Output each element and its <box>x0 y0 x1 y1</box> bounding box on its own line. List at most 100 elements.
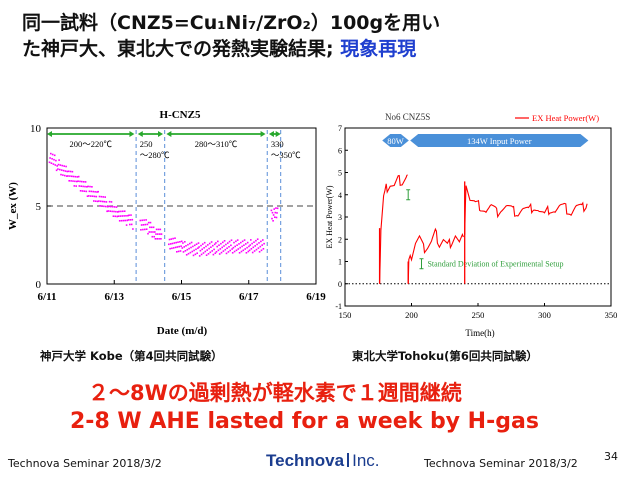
tohoku-x-tick-label: 350 <box>605 310 618 320</box>
kobe-data-point <box>82 181 85 183</box>
kobe-data-point <box>128 214 130 216</box>
kobe-data-point <box>60 173 62 176</box>
kobe-data-point <box>80 185 82 187</box>
kobe-y-tick-label: 10 <box>30 123 42 135</box>
kobe-data-point <box>209 251 212 254</box>
kobe-data-point <box>89 185 91 188</box>
kobe-data-point <box>270 209 273 212</box>
kobe-data-point <box>129 219 132 221</box>
kobe-data-point <box>273 208 275 210</box>
kobe-temp-label-3-b: ～350℃ <box>271 150 301 160</box>
kobe-data-point <box>223 245 225 247</box>
kobe-data-point <box>174 237 176 239</box>
kobe-data-point <box>72 180 74 182</box>
kobe-data-point <box>240 250 243 253</box>
kobe-data-point <box>214 252 217 254</box>
kobe-caption: 神戸大学 Kobe（第4回共同試験） <box>40 349 223 363</box>
kobe-data-point <box>88 195 90 197</box>
kobe-data-point <box>55 159 57 162</box>
kobe-data-point <box>255 248 258 251</box>
kobe-data-point <box>197 247 199 249</box>
kobe-data-point <box>261 244 263 246</box>
kobe-data-point <box>153 235 155 238</box>
kobe-data-point <box>76 180 78 183</box>
kobe-data-point <box>96 200 99 203</box>
kobe-data-point <box>185 245 187 247</box>
kobe-data-point <box>108 205 110 208</box>
kobe-data-point <box>50 152 52 155</box>
kobe-data-point <box>247 250 250 253</box>
kobe-data-point <box>139 219 142 222</box>
kobe-data-point <box>69 175 71 177</box>
kobe-data-point <box>215 251 218 253</box>
kobe-data-point <box>246 241 249 244</box>
kobe-data-point <box>176 251 178 253</box>
kobe-data-point <box>177 250 180 253</box>
kobe-data-point <box>81 190 84 192</box>
kobe-data-point <box>101 205 103 207</box>
kobe-data-point <box>69 170 72 173</box>
kobe-data-point <box>242 249 245 252</box>
tohoku-series-line-0 <box>379 174 408 284</box>
kobe-data-point <box>224 248 227 251</box>
kobe-data-point <box>202 252 205 254</box>
kobe-temp-arrowhead-left-1 <box>137 131 143 137</box>
kobe-data-point <box>145 228 148 230</box>
kobe-data-point <box>184 241 186 243</box>
tohoku-series-line-1 <box>407 227 464 284</box>
kobe-data-point <box>105 205 107 208</box>
kobe-data-point <box>147 232 149 235</box>
kobe-data-point <box>212 244 214 247</box>
tohoku-y-tick-label: 0 <box>338 280 342 289</box>
kobe-data-point <box>62 174 64 176</box>
kobe-data-point <box>271 217 273 220</box>
kobe-data-point <box>56 165 58 167</box>
page-number: 34 <box>604 450 618 463</box>
highlight-japanese: ２～8Wの過剰熱が軽水素で１週間継続 <box>88 381 462 405</box>
kobe-data-point <box>235 249 238 252</box>
kobe-data-point <box>215 242 217 244</box>
kobe-data-point <box>101 200 104 203</box>
kobe-data-point <box>276 207 279 210</box>
kobe-data-point <box>171 247 173 250</box>
kobe-data-point <box>93 195 96 198</box>
kobe-data-point <box>205 245 207 248</box>
kobe-data-point <box>95 195 98 198</box>
kobe-x-tick-label: 6/19 <box>306 291 326 303</box>
kobe-data-point <box>117 211 119 213</box>
kobe-data-point <box>94 200 97 202</box>
kobe-temp-arrowhead-right-0 <box>129 131 135 137</box>
kobe-data-point <box>231 248 233 250</box>
kobe-data-point <box>71 175 73 178</box>
kobe-data-point <box>141 219 143 222</box>
kobe-data-point <box>250 248 253 250</box>
kobe-data-point <box>225 243 227 246</box>
kobe-data-point <box>140 224 143 226</box>
kobe-data-point <box>142 224 145 226</box>
kobe-data-point <box>147 221 150 224</box>
kobe-data-point <box>108 200 111 203</box>
kobe-data-point <box>78 185 81 187</box>
kobe-data-point <box>195 243 198 245</box>
kobe-x-tick-label: 6/15 <box>172 291 192 303</box>
kobe-data-point <box>177 241 179 243</box>
kobe-x-axis-label: Date (m/d) <box>157 325 208 337</box>
kobe-data-point <box>119 215 122 217</box>
kobe-data-point <box>79 190 82 192</box>
kobe-data-point <box>97 190 99 193</box>
kobe-data-point <box>240 241 242 244</box>
kobe-data-point <box>251 251 254 254</box>
kobe-data-point <box>227 251 230 253</box>
kobe-data-point <box>115 210 117 213</box>
tohoku-chart-title: No6 CNZ5S <box>385 112 430 122</box>
kobe-data-point <box>228 240 231 243</box>
kobe-data-point <box>71 170 74 173</box>
kobe-data-point <box>228 246 230 248</box>
kobe-data-point <box>189 242 191 245</box>
kobe-data-point <box>117 215 120 217</box>
kobe-chart-title: H-CNZ5 <box>160 109 201 121</box>
highlight-english: 2-8 W AHE lasted for a week by H-gas <box>70 409 539 434</box>
tohoku-legend: EX Heat Power(W) <box>532 113 599 123</box>
kobe-data-point <box>260 249 263 252</box>
kobe-data-point <box>105 201 108 203</box>
